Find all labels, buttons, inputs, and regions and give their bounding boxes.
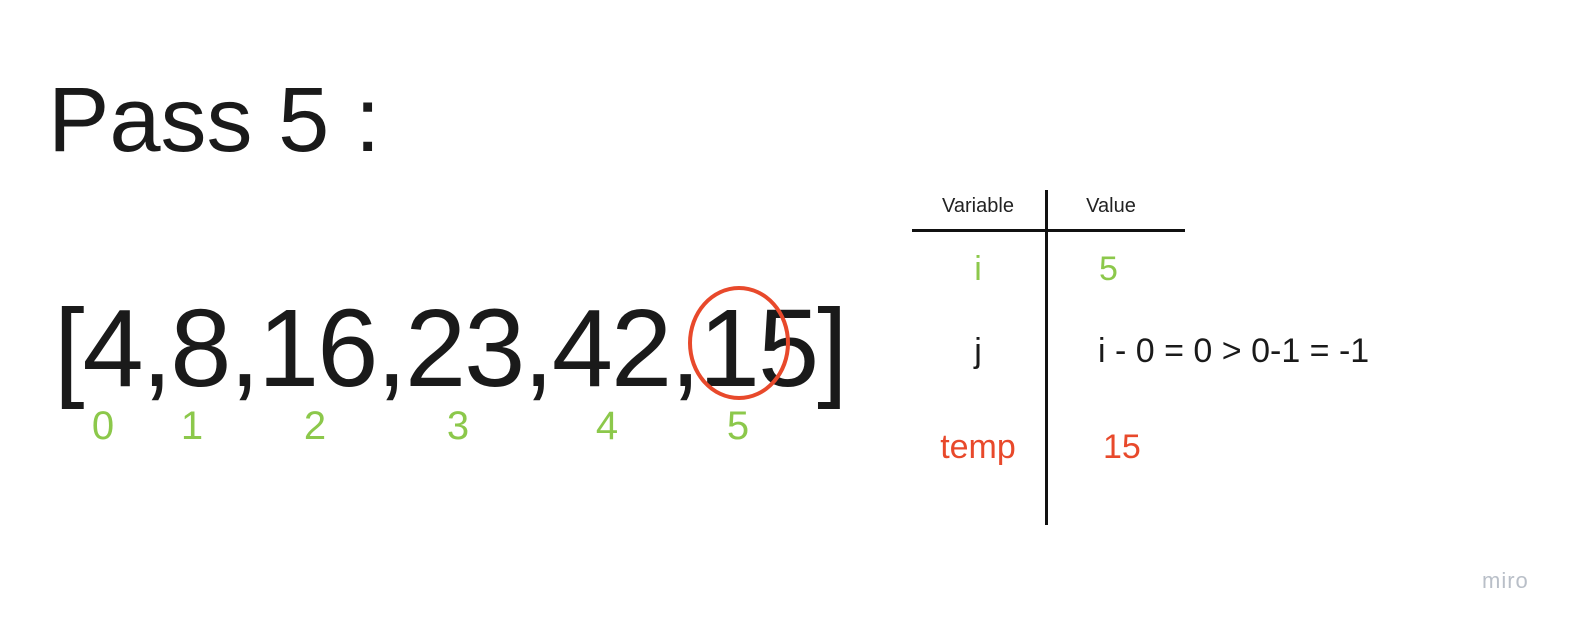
array-index-0: 0 (91, 404, 115, 448)
row-j-value: i - 0 = 0 > 0-1 = -1 (1098, 332, 1370, 370)
miro-watermark: miro (1482, 568, 1529, 593)
array-index-5: 5 (726, 404, 750, 448)
array-index-2: 2 (303, 404, 327, 448)
array-index-4: 4 (595, 404, 619, 448)
row-j-variable: j (974, 332, 982, 370)
array-index-1: 1 (180, 404, 204, 448)
row-temp-variable: temp (940, 428, 1016, 466)
pass-title: Pass 5 : (48, 69, 381, 171)
row-temp-value: 15 (1103, 428, 1141, 466)
highlight-circle (688, 286, 790, 400)
table-vertical-rule (1045, 190, 1048, 525)
row-i-value: 5 (1099, 250, 1118, 288)
array-index-3: 3 (446, 404, 470, 448)
header-variable: Variable (942, 195, 1014, 217)
row-i-variable: i (974, 250, 982, 288)
table-horizontal-rule (912, 229, 1185, 232)
header-value: Value (1086, 195, 1136, 217)
